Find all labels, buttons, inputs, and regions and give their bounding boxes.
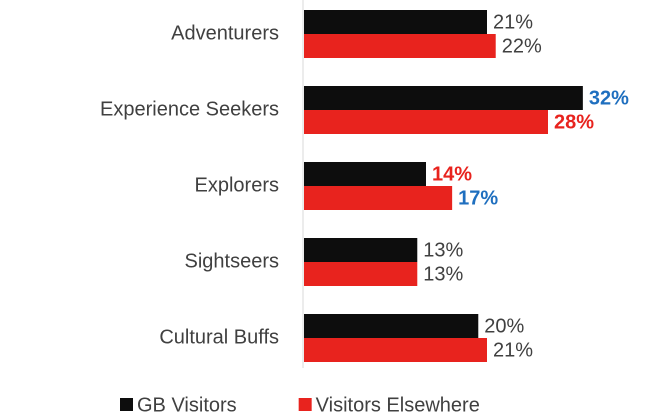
- bar: [304, 10, 487, 34]
- category-label: Experience Seekers: [100, 98, 279, 120]
- category-label: Sightseers: [185, 250, 280, 272]
- legend-label: Visitors Elsewhere: [316, 394, 480, 416]
- legend-swatch: [298, 398, 312, 411]
- legend-label: GB Visitors: [137, 394, 237, 416]
- bar: [304, 338, 487, 362]
- legend-swatch: [120, 398, 133, 411]
- category-label: Cultural Buffs: [159, 326, 279, 348]
- bar: [304, 186, 453, 210]
- value-label: 21%: [493, 11, 533, 33]
- bar: [304, 262, 418, 286]
- value-label: 22%: [502, 35, 542, 57]
- value-label: 14%: [432, 163, 472, 185]
- value-label: 21%: [493, 339, 533, 361]
- bar: [304, 86, 583, 110]
- bar: [304, 162, 426, 186]
- value-label: 17%: [458, 187, 498, 209]
- value-label: 13%: [423, 263, 463, 285]
- bar: [304, 238, 418, 262]
- value-label: 20%: [484, 315, 524, 337]
- category-label: Adventurers: [171, 22, 279, 44]
- bar: [304, 314, 479, 338]
- category-label: Explorers: [195, 174, 279, 196]
- bar: [304, 34, 496, 58]
- value-label: 28%: [554, 111, 594, 133]
- value-label: 32%: [589, 87, 629, 109]
- value-label: 13%: [423, 239, 463, 261]
- bar: [304, 110, 548, 134]
